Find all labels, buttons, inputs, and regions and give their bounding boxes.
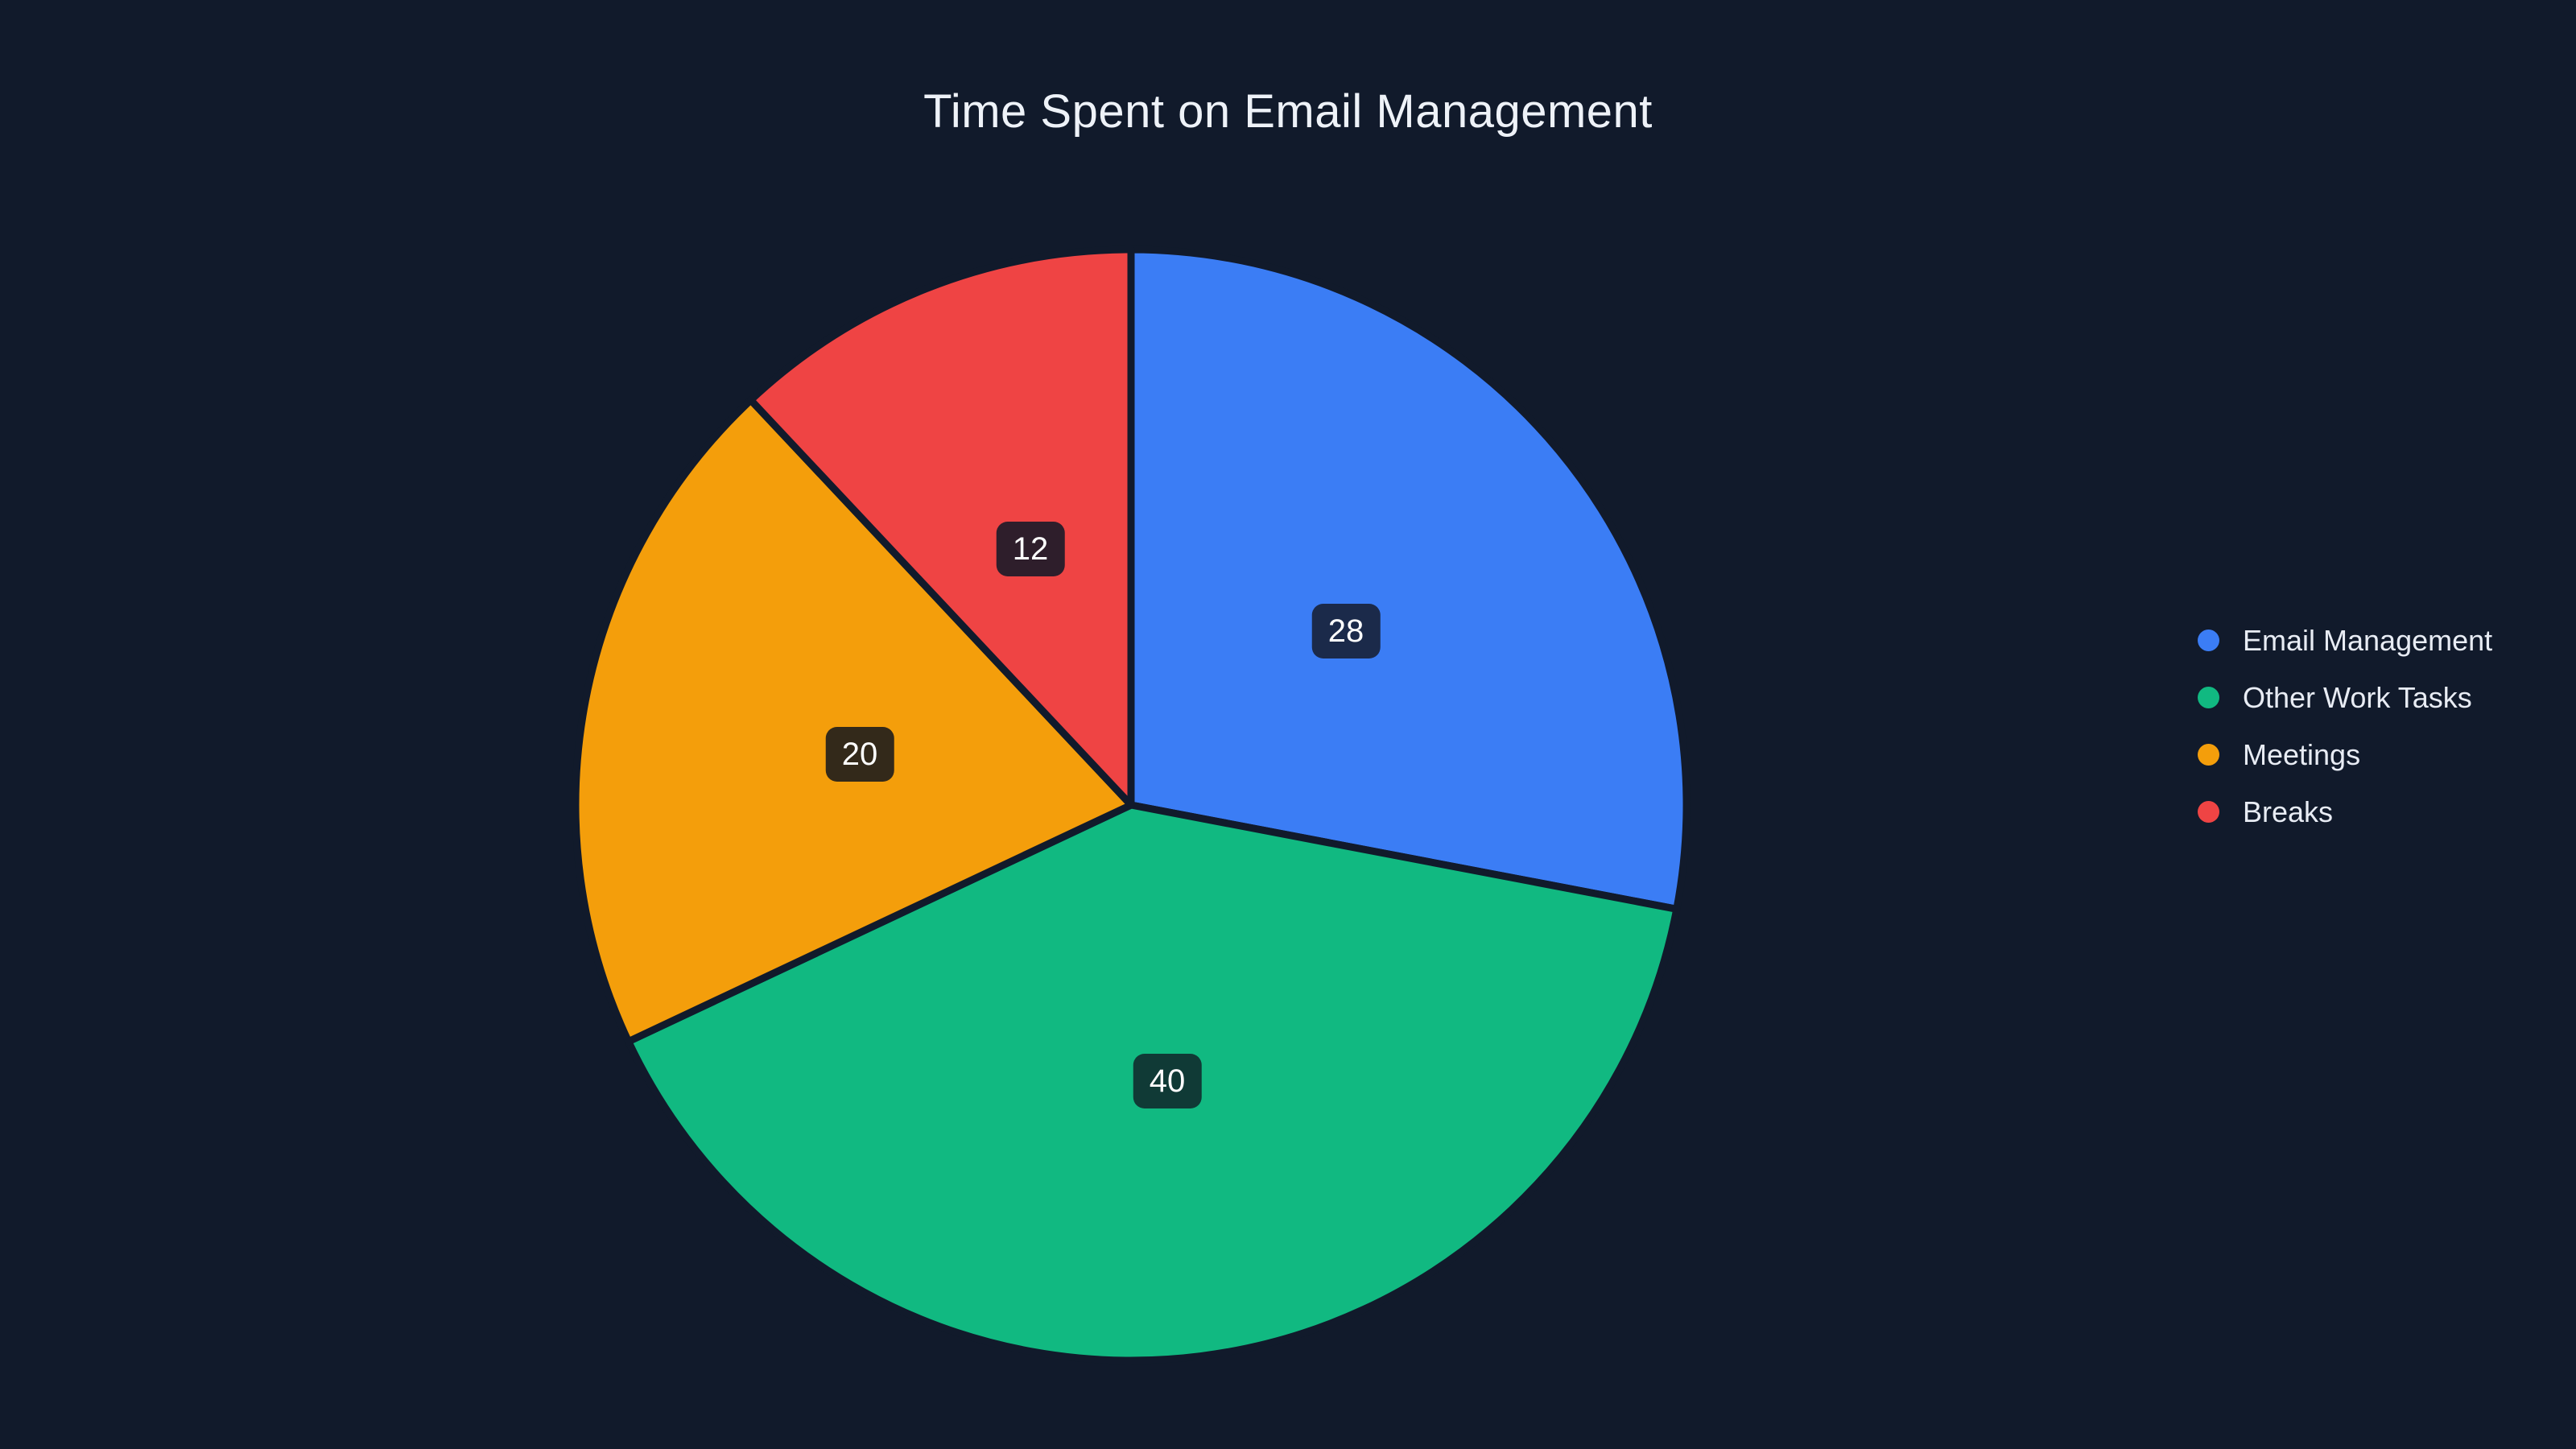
legend-item-email-management[interactable]: Email Management <box>2198 612 2536 669</box>
legend-item-meetings[interactable]: Meetings <box>2198 726 2536 783</box>
legend-item-label: Breaks <box>2243 795 2334 828</box>
legend: Email Management Other Work Tasks Meetin… <box>2198 612 2536 840</box>
data-label-breaks: 12 <box>996 522 1065 576</box>
data-label-email-management: 28 <box>1311 604 1381 658</box>
legend-color-swatch-icon <box>2198 801 2219 823</box>
page-title: Time Spent on Email Management <box>923 85 1653 138</box>
legend-item-label: Meetings <box>2243 737 2361 771</box>
data-label-other-work-tasks: 40 <box>1133 1054 1202 1108</box>
pie-slice-breaks[interactable] <box>747 246 1135 809</box>
legend-item-label: Other Work Tasks <box>2243 680 2472 714</box>
legend-item-breaks[interactable]: Breaks <box>2198 783 2536 840</box>
legend-color-swatch-icon <box>2198 744 2219 766</box>
pie-slice-email-management[interactable] <box>1127 246 1690 913</box>
data-label-meetings: 20 <box>825 727 894 782</box>
legend-color-swatch-icon <box>2198 630 2219 651</box>
legend-item-other-work-tasks[interactable]: Other Work Tasks <box>2198 669 2536 726</box>
pie-slices <box>572 246 1690 1364</box>
pie-slice-meetings[interactable] <box>572 396 1135 1046</box>
legend-color-swatch-icon <box>2198 687 2219 708</box>
legend-item-label: Email Management <box>2243 623 2493 657</box>
